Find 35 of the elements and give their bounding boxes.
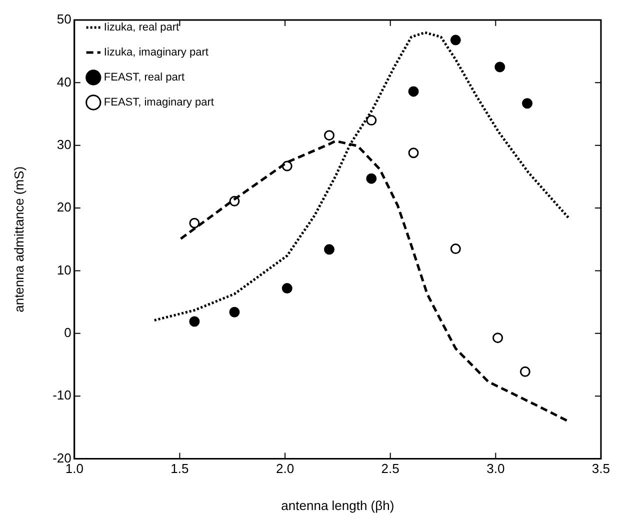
legend-label: Iizuka, imaginary part (104, 46, 208, 59)
x-tick-label: 3.0 (486, 461, 505, 476)
x-tick-label: 2.0 (276, 461, 294, 476)
point (522, 98, 532, 109)
y-tick-label: -10 (52, 388, 72, 403)
legend-label: FEAST, imaginary part (104, 96, 214, 109)
y-tick-label: 20 (56, 200, 72, 215)
point (408, 86, 419, 97)
x-tick-label: 2.5 (381, 461, 400, 476)
legend-label: Iizuka, real part (104, 22, 180, 34)
point (189, 316, 200, 327)
point (450, 34, 461, 46)
legend-label: FEAST, real part (104, 72, 185, 84)
point (229, 306, 240, 318)
y-tick-label: 0 (64, 325, 72, 340)
y-tick-label: 10 (56, 262, 72, 278)
point (494, 62, 506, 72)
y-tick-label: 50 (56, 12, 72, 27)
y-tick-label: 40 (56, 74, 72, 90)
x-tick-label: 3.5 (592, 461, 610, 476)
point (408, 148, 419, 158)
point (450, 244, 461, 254)
y-tick-label: -20 (52, 450, 72, 466)
point (324, 130, 334, 141)
point (366, 173, 377, 184)
point (366, 115, 377, 126)
point (282, 283, 292, 294)
point (492, 332, 504, 344)
x-axis-title: antenna length (βh) (281, 498, 394, 513)
y-axis-title: antenna admittance (mS) (11, 166, 26, 312)
point (189, 218, 200, 228)
point (520, 366, 530, 377)
x-tick-label: 1.5 (170, 461, 189, 476)
point (324, 244, 334, 255)
y-tick-label: 30 (56, 136, 72, 152)
